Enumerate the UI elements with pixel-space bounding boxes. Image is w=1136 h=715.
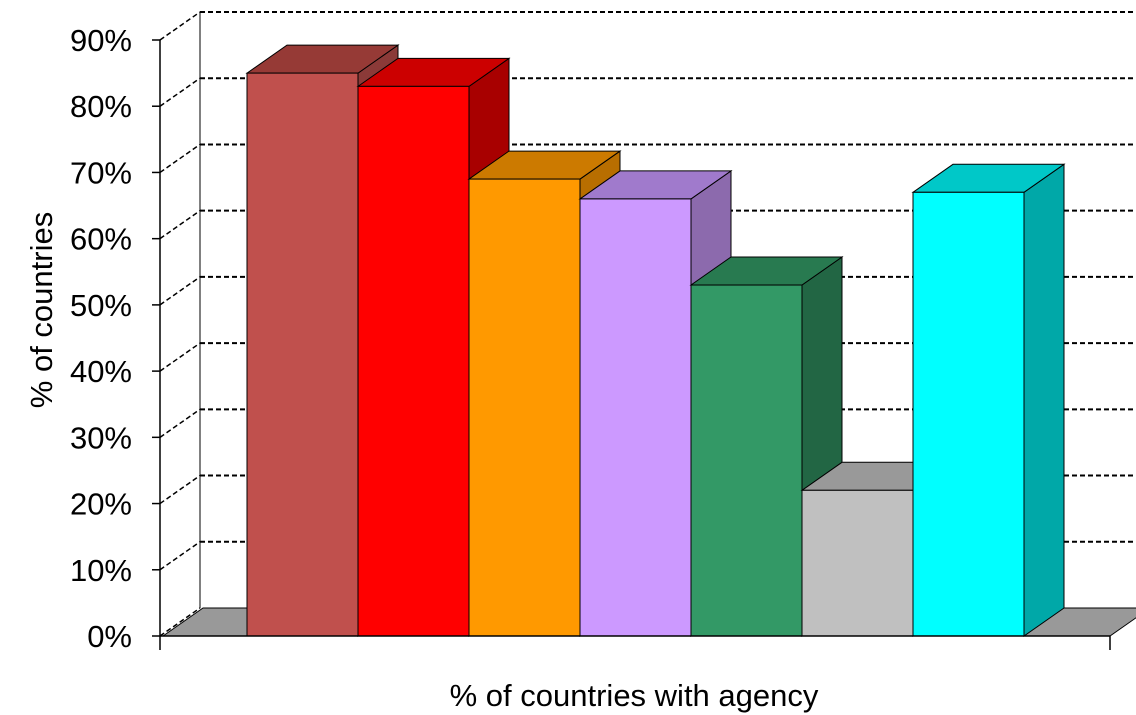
- gridline-diagonal: [159, 276, 201, 306]
- gridline-diagonal: [159, 342, 201, 372]
- y-tick-label: 10%: [70, 553, 132, 588]
- gridline-diagonal: [159, 474, 201, 505]
- y-tick-label: 90%: [70, 23, 132, 58]
- gridline-diagonal: [159, 143, 201, 174]
- bar: [911, 163, 1066, 637]
- y-tick-label: 80%: [70, 89, 132, 124]
- y-tick-label: 40%: [70, 354, 132, 389]
- y-tick-label: 50%: [70, 288, 132, 323]
- gridline-diagonal: [159, 11, 201, 41]
- x-axis-title: % of countries with agency: [450, 678, 819, 713]
- y-tick-label: 60%: [70, 222, 132, 257]
- gridline-diagonal: [159, 607, 201, 637]
- gridline-diagonal: [159, 210, 201, 240]
- bar-front: [801, 489, 914, 637]
- y-tick-label: 20%: [70, 487, 132, 522]
- y-tick-label: 0%: [87, 619, 132, 654]
- bar-front: [690, 284, 803, 637]
- y-tick-labels: 0% 10% 20% 30% 40% 50% 60% 70% 80% 90%: [70, 23, 132, 654]
- y-tick-label: 70%: [70, 155, 132, 190]
- bar-front: [579, 198, 692, 637]
- bar-front: [468, 178, 581, 637]
- y-axis-title: % of countries: [24, 212, 59, 408]
- gridline-diagonal: [159, 541, 201, 571]
- gridline-diagonal: [159, 408, 201, 438]
- bar-side: [1023, 163, 1065, 637]
- gridline-diagonal: [159, 77, 201, 107]
- bar-front: [912, 191, 1025, 637]
- bar-series: [245, 44, 1066, 637]
- bar: [689, 256, 844, 637]
- bar-front: [357, 85, 470, 637]
- axes: [152, 39, 1111, 650]
- bar-front: [246, 72, 359, 637]
- y-tick-label: 30%: [70, 420, 132, 455]
